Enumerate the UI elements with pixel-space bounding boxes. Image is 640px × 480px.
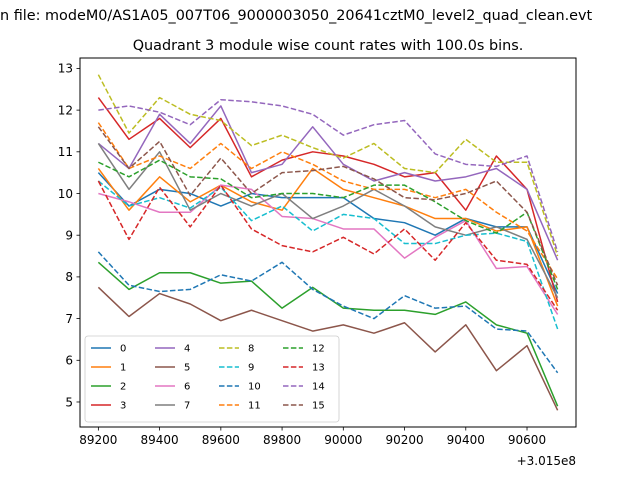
figure-suptitle: n file: modeM0/AS1A05_007T06_9000003050_… xyxy=(0,8,593,24)
legend-label-1: 1 xyxy=(120,363,126,374)
legend-label-5: 5 xyxy=(184,363,190,374)
y-tick-label: 11 xyxy=(58,145,73,159)
series-line-1 xyxy=(97,167,559,307)
series-line-5 xyxy=(97,286,559,411)
y-axis-ticks: 5 6 7 8 9 10 11 12 13 xyxy=(58,62,80,409)
x-tick-label: 90600 xyxy=(508,433,546,447)
series-line-3 xyxy=(97,97,559,303)
y-tick-label: 10 xyxy=(58,187,73,201)
axes-frame xyxy=(79,57,577,428)
legend-label-10: 10 xyxy=(248,382,261,393)
series-line-9 xyxy=(97,180,559,330)
y-tick-label: 6 xyxy=(65,354,73,368)
series-line-13 xyxy=(97,180,559,311)
x-tick-label: 90000 xyxy=(324,433,362,447)
series-line-10 xyxy=(97,251,559,374)
series-line-11 xyxy=(97,122,559,280)
series-line-8 xyxy=(97,74,559,257)
chart-title: Quadrant 3 module wise count rates with … xyxy=(133,38,524,54)
x-tick-label: 89200 xyxy=(79,433,117,447)
legend-label-7: 7 xyxy=(184,401,190,412)
x-tick-label: 89800 xyxy=(263,433,301,447)
x-tick-label: 90200 xyxy=(385,433,423,447)
legend-label-2: 2 xyxy=(120,382,126,393)
series-line-15 xyxy=(97,126,559,286)
series-line-14 xyxy=(98,98,559,253)
legend-label-3: 3 xyxy=(120,401,126,412)
series-layer xyxy=(97,74,559,411)
x-axis-offset-label: +3.015e8 xyxy=(517,454,576,468)
x-axis-ticks: 89200 89400 89600 89800 90000 90200 90400 90600 xyxy=(79,427,546,447)
y-tick-label: 12 xyxy=(58,103,73,117)
x-tick-label: 89400 xyxy=(141,433,179,447)
x-tick-label: 89600 xyxy=(202,433,240,447)
legend-box xyxy=(84,335,340,423)
y-tick-label: 13 xyxy=(58,62,73,76)
legend-label-12: 12 xyxy=(312,344,325,355)
x-tick-label: 90400 xyxy=(447,433,485,447)
series-line-0 xyxy=(97,172,559,294)
legend-label-15: 15 xyxy=(312,401,325,412)
legend-label-11: 11 xyxy=(248,401,261,412)
series-line-2 xyxy=(97,261,559,407)
series-line-7 xyxy=(97,143,559,299)
y-tick-label: 8 xyxy=(65,270,73,284)
legend-label-8: 8 xyxy=(248,344,254,355)
series-line-4 xyxy=(97,105,559,261)
legend-label-0: 0 xyxy=(120,344,126,355)
series-line-6 xyxy=(98,184,559,315)
legend-label-9: 9 xyxy=(248,363,254,374)
y-tick-label: 5 xyxy=(65,395,73,409)
legend-label-14: 14 xyxy=(312,382,325,393)
legend-label-13: 13 xyxy=(312,363,325,374)
legend-label-4: 4 xyxy=(184,344,190,355)
series-line-12 xyxy=(98,159,559,290)
legend-label-6: 6 xyxy=(184,382,190,393)
y-tick-label: 7 xyxy=(65,312,73,326)
y-tick-label: 9 xyxy=(65,229,73,243)
